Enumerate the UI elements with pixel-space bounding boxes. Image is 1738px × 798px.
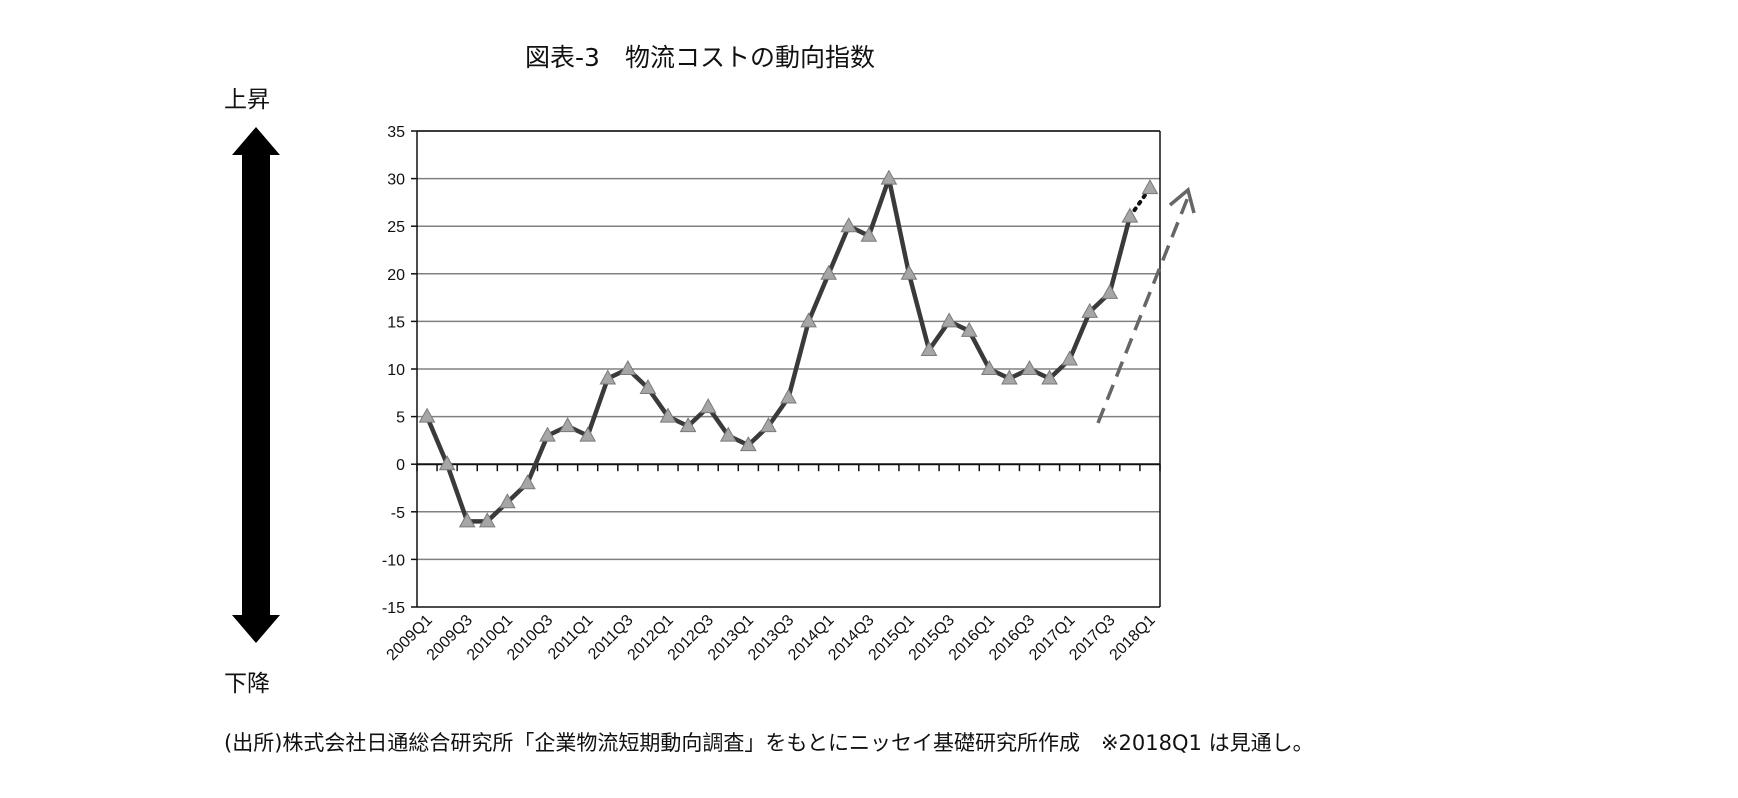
- grid: [417, 130, 1160, 561]
- data-point-marker: [820, 264, 838, 280]
- y-tick-label: 25: [387, 219, 405, 236]
- data-point-marker: [1001, 369, 1018, 385]
- y-tick-label: 30: [387, 172, 405, 189]
- data-point-marker: [1081, 302, 1099, 318]
- data-point-marker: [1061, 350, 1078, 366]
- up-down-arrow-icon: [232, 127, 280, 643]
- y-tick-label: 20: [387, 267, 405, 284]
- y-tick-label: 0: [396, 457, 405, 474]
- data-point-marker: [940, 312, 958, 328]
- data-point-marker: [1101, 283, 1119, 299]
- trend-arrow: [1096, 186, 1196, 424]
- axes: [411, 130, 1161, 608]
- data-point-marker: [559, 417, 576, 433]
- data-point-marker: [780, 388, 797, 404]
- data-point-marker: [800, 312, 817, 328]
- y-axis-ticks: 35 30 25 20 15 10 5 0 -5 -10 -15: [382, 124, 405, 617]
- data-point-marker: [539, 426, 556, 442]
- series-lines: [424, 176, 1152, 524]
- up-label: 上昇: [224, 87, 270, 113]
- chart-title: 図表-3 物流コストの動向指数: [525, 43, 875, 72]
- data-point-marker: [920, 340, 938, 356]
- y-tick-label: 35: [387, 124, 405, 141]
- y-tick-label: -10: [382, 552, 405, 569]
- series-forecast-line: [1127, 186, 1152, 219]
- trend-arrow-line: [1096, 196, 1190, 424]
- y-tick-label: 15: [387, 314, 405, 331]
- data-point-marker: [418, 407, 436, 423]
- y-tick-label: -5: [391, 505, 405, 522]
- source-note: (出所)株式会社日通総合研究所「企業物流短期動向調査」をもとにニッセイ基礎研究所…: [224, 731, 1314, 755]
- data-point-marker: [1041, 369, 1058, 385]
- data-point-marker: [739, 436, 757, 452]
- data-point-marker: [840, 217, 858, 233]
- data-point-marker: [980, 359, 998, 375]
- data-point-marker: [499, 493, 516, 509]
- data-point-marker: [760, 417, 777, 433]
- data-point-marker: [679, 417, 697, 433]
- data-point-marker: [639, 379, 657, 395]
- data-point-marker: [579, 426, 597, 442]
- data-point-marker: [519, 474, 536, 490]
- data-point-marker: [1121, 207, 1139, 223]
- down-label: 下降: [224, 671, 270, 697]
- data-point-marker: [659, 407, 677, 423]
- series-markers: [418, 169, 1159, 528]
- data-point-marker: [458, 512, 476, 528]
- data-point-marker: [478, 512, 496, 528]
- x-axis-ticks: 2009Q12009Q32010Q12010Q32011Q12011Q32012…: [384, 612, 1159, 664]
- data-point-marker: [900, 264, 918, 280]
- data-point-marker: [699, 398, 717, 414]
- data-point-marker: [1021, 359, 1038, 375]
- data-point-marker: [1141, 179, 1159, 195]
- data-point-marker: [719, 426, 737, 442]
- data-point-marker: [960, 321, 978, 337]
- data-point-marker: [880, 169, 898, 185]
- y-tick-label: 5: [396, 410, 405, 427]
- y-tick-label: -15: [382, 600, 405, 617]
- y-tick-label: 10: [387, 362, 405, 379]
- data-point-marker: [619, 359, 637, 375]
- data-point-marker: [438, 455, 456, 471]
- trend-arrow-head-icon: [1168, 186, 1196, 214]
- data-point-marker: [860, 226, 878, 242]
- data-point-marker: [599, 369, 617, 385]
